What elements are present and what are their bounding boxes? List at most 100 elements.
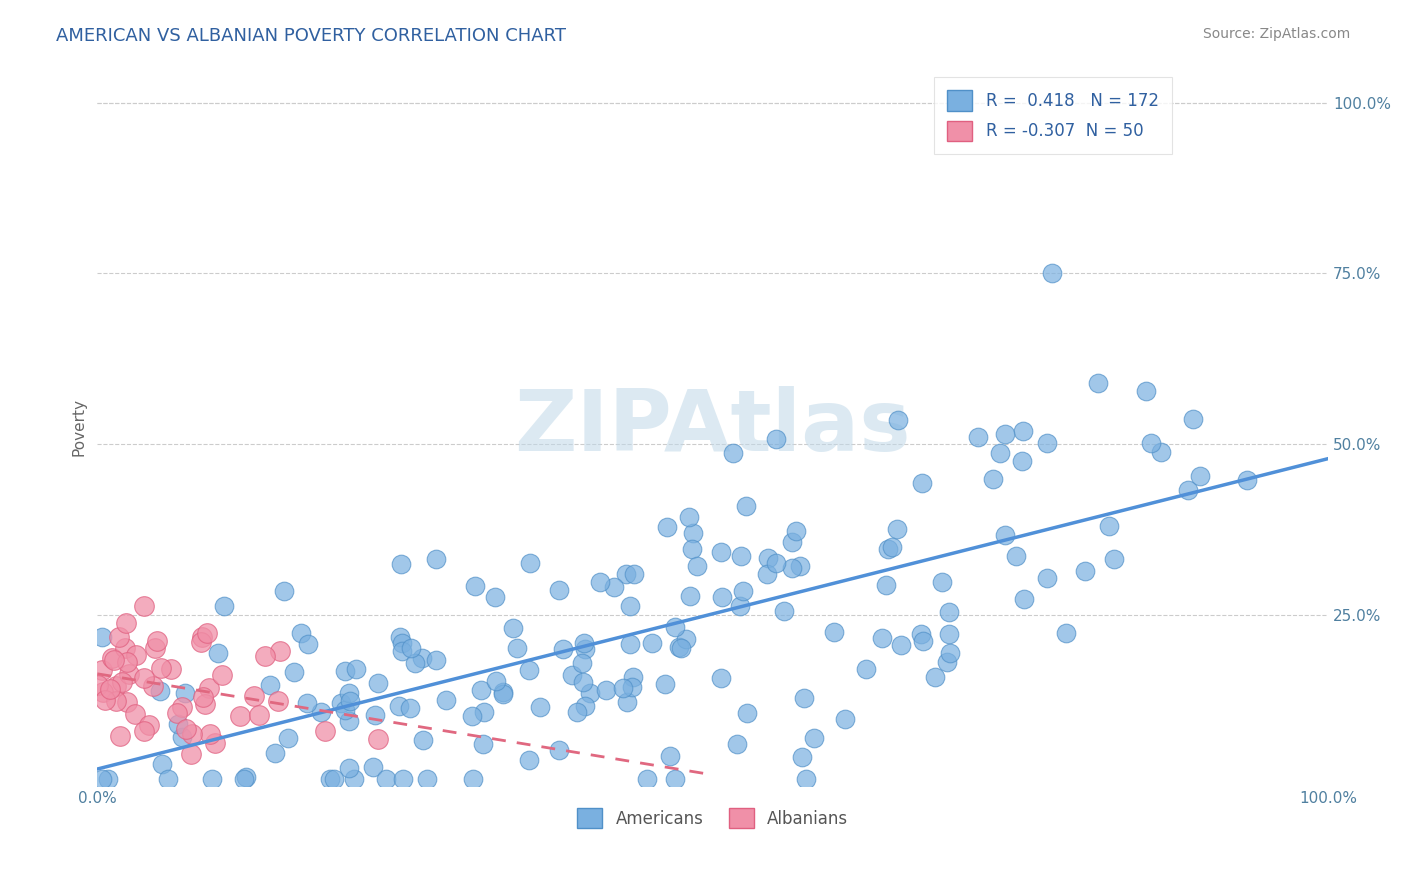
Americans — [470, 682, 492, 697]
Americans — [640, 636, 662, 650]
Americans — [361, 760, 384, 774]
Americans — [686, 558, 709, 573]
Americans — [756, 566, 779, 581]
Albanians — [132, 599, 155, 613]
Americans — [322, 772, 344, 786]
Americans — [1139, 435, 1161, 450]
Americans — [1177, 483, 1199, 498]
Americans — [574, 642, 596, 657]
Americans — [492, 687, 515, 701]
Americans — [263, 746, 285, 760]
Americans — [1102, 552, 1125, 566]
Americans — [886, 522, 908, 536]
Albanians — [194, 697, 217, 711]
Albanians — [108, 729, 131, 743]
Americans — [619, 637, 641, 651]
Americans — [1074, 564, 1097, 578]
Albanians — [159, 662, 181, 676]
Americans — [669, 641, 692, 656]
Americans — [464, 579, 486, 593]
Albanians — [211, 668, 233, 682]
Americans — [571, 675, 593, 690]
Americans — [595, 682, 617, 697]
Americans — [492, 684, 515, 698]
Y-axis label: Poverty: Poverty — [72, 398, 86, 456]
Albanians — [108, 630, 131, 644]
Albanians — [195, 625, 218, 640]
Americans — [484, 591, 506, 605]
Americans — [735, 499, 758, 513]
Americans — [173, 685, 195, 699]
Americans — [981, 472, 1004, 486]
Text: Source: ZipAtlas.com: Source: ZipAtlas.com — [1202, 27, 1350, 41]
Americans — [710, 545, 733, 559]
Albanians — [180, 727, 202, 741]
Albanians — [114, 640, 136, 655]
Americans — [367, 675, 389, 690]
Albanians — [91, 684, 114, 698]
Americans — [603, 580, 626, 594]
Americans — [789, 558, 811, 573]
Americans — [416, 772, 439, 786]
Albanians — [115, 655, 138, 669]
Albanians — [180, 747, 202, 761]
Albanians — [90, 663, 112, 677]
Americans — [434, 693, 457, 707]
Americans — [1011, 454, 1033, 468]
Americans — [399, 640, 422, 655]
Americans — [290, 626, 312, 640]
Americans — [794, 772, 817, 786]
Americans — [548, 583, 571, 598]
Americans — [425, 552, 447, 566]
Americans — [388, 698, 411, 713]
Americans — [1150, 445, 1173, 459]
Americans — [574, 698, 596, 713]
Americans — [790, 750, 813, 764]
Americans — [150, 757, 173, 772]
Americans — [966, 430, 988, 444]
Americans — [1098, 519, 1121, 533]
Americans — [721, 446, 744, 460]
Americans — [404, 656, 426, 670]
Americans — [472, 705, 495, 719]
Americans — [259, 678, 281, 692]
Americans — [574, 636, 596, 650]
Americans — [735, 706, 758, 720]
Americans — [875, 578, 897, 592]
Albanians — [204, 736, 226, 750]
Americans — [389, 630, 412, 644]
Albanians — [367, 732, 389, 747]
Americans — [391, 772, 413, 786]
Americans — [506, 640, 529, 655]
Americans — [728, 599, 751, 613]
Americans — [579, 686, 602, 700]
Albanians — [104, 679, 127, 693]
Americans — [232, 772, 254, 786]
Albanians — [115, 615, 138, 630]
Americans — [1012, 592, 1035, 607]
Albanians — [190, 635, 212, 649]
Americans — [938, 627, 960, 641]
Albanians — [132, 671, 155, 685]
Americans — [90, 772, 112, 786]
Americans — [391, 644, 413, 658]
Americans — [621, 670, 644, 684]
Americans — [333, 664, 356, 678]
Americans — [235, 770, 257, 784]
Americans — [412, 733, 434, 747]
Americans — [988, 445, 1011, 459]
Albanians — [198, 681, 221, 695]
Albanians — [125, 648, 148, 662]
Americans — [664, 772, 686, 786]
Americans — [344, 662, 367, 676]
Americans — [1087, 376, 1109, 391]
Americans — [675, 632, 697, 646]
Americans — [1005, 549, 1028, 563]
Americans — [297, 637, 319, 651]
Albanians — [111, 675, 134, 690]
Albanians — [191, 690, 214, 704]
Americans — [1054, 625, 1077, 640]
Albanians — [94, 693, 117, 707]
Americans — [571, 656, 593, 670]
Albanians — [254, 648, 277, 663]
